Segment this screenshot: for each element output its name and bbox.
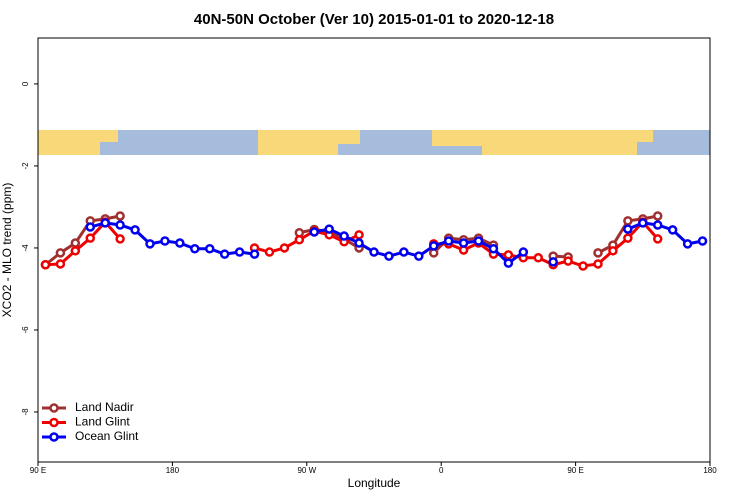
data-point bbox=[85, 222, 96, 232]
data-point bbox=[70, 238, 81, 248]
data-point bbox=[652, 220, 663, 230]
y-tick-label: -2 bbox=[21, 162, 30, 170]
data-point bbox=[175, 238, 185, 248]
data-point bbox=[130, 225, 140, 235]
data-point bbox=[533, 253, 544, 263]
data-point bbox=[115, 211, 125, 221]
data-point bbox=[563, 256, 573, 266]
data-point bbox=[548, 257, 558, 267]
data-point bbox=[294, 234, 305, 245]
data-point bbox=[428, 241, 439, 251]
series-line bbox=[45, 219, 122, 267]
x-axis-label: Longitude bbox=[348, 476, 401, 490]
series-line bbox=[627, 221, 703, 246]
data-point bbox=[503, 258, 514, 268]
legend-marker bbox=[49, 417, 59, 428]
data-point bbox=[324, 224, 334, 234]
data-point bbox=[339, 231, 349, 241]
data-point bbox=[608, 246, 618, 256]
data-point bbox=[249, 249, 260, 259]
data-point bbox=[578, 261, 588, 271]
y-axis-label: XCO2 - MLO trend (ppm) bbox=[0, 183, 14, 318]
data-point bbox=[204, 244, 215, 254]
legend-label: Ocean Glint bbox=[75, 429, 139, 443]
data-point bbox=[623, 224, 633, 234]
data-point bbox=[55, 248, 66, 258]
x-tick-label: 90 E bbox=[567, 466, 583, 475]
data-point bbox=[652, 211, 663, 221]
legend-marker bbox=[49, 432, 59, 442]
y-tick-label: -6 bbox=[21, 326, 30, 334]
data-point bbox=[593, 259, 603, 269]
chart-title: 40N-50N October (Ver 10) 2015-01-01 to 2… bbox=[194, 11, 554, 28]
x-tick-label: 180 bbox=[703, 466, 717, 475]
data-point bbox=[652, 234, 663, 244]
data-point bbox=[488, 244, 499, 254]
data-point bbox=[503, 250, 514, 260]
data-point bbox=[638, 218, 648, 228]
data-point bbox=[414, 251, 424, 261]
x-tick-label: 0 bbox=[439, 466, 444, 475]
data-point bbox=[593, 248, 603, 258]
data-point bbox=[234, 247, 245, 257]
legend-label: Land Glint bbox=[75, 415, 130, 429]
data-point bbox=[85, 233, 96, 243]
data-point bbox=[399, 247, 409, 257]
data-point bbox=[697, 236, 708, 246]
data-point bbox=[55, 259, 66, 269]
data-point bbox=[623, 216, 633, 226]
x-tick-label: 180 bbox=[166, 466, 180, 475]
map-strip bbox=[38, 130, 710, 155]
data-point bbox=[40, 260, 51, 270]
y-tick-label: -4 bbox=[21, 244, 30, 252]
data-point bbox=[190, 244, 200, 254]
legend-marker bbox=[49, 403, 59, 413]
data-point bbox=[354, 230, 364, 240]
series-line bbox=[89, 221, 255, 256]
data-point bbox=[145, 239, 155, 249]
legend-label: Land Nadir bbox=[75, 400, 134, 414]
data-point bbox=[160, 236, 170, 246]
data-point bbox=[458, 238, 469, 248]
plot-frame bbox=[37, 37, 711, 463]
data-point bbox=[264, 247, 275, 257]
data-point bbox=[115, 234, 125, 244]
x-tick-label: 90 E bbox=[30, 466, 46, 475]
x-tick-label: 90 W bbox=[297, 466, 316, 475]
data-point bbox=[70, 246, 81, 256]
data-point bbox=[682, 239, 693, 249]
y-tick-label: -8 bbox=[21, 408, 30, 416]
data-point bbox=[443, 236, 454, 246]
data-point bbox=[623, 233, 633, 243]
data-point bbox=[518, 247, 529, 257]
series-line bbox=[433, 219, 659, 268]
data-point bbox=[219, 249, 230, 259]
y-tick-label: 0 bbox=[21, 81, 30, 86]
data-point bbox=[115, 220, 125, 230]
data-point bbox=[473, 236, 484, 246]
data-point bbox=[354, 238, 364, 248]
data-point bbox=[667, 225, 678, 235]
data-point bbox=[279, 243, 290, 253]
data-point bbox=[309, 227, 320, 237]
data-point bbox=[100, 218, 110, 228]
data-point bbox=[369, 247, 379, 257]
data-point bbox=[384, 251, 394, 261]
